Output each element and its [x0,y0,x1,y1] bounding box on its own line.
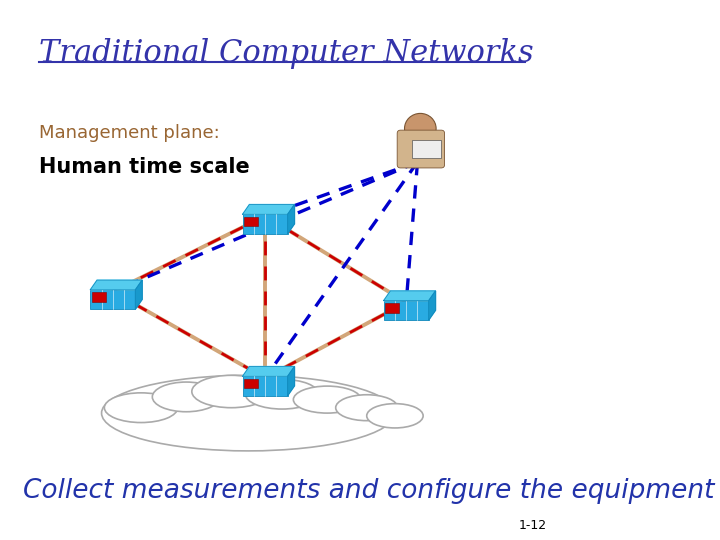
Polygon shape [135,280,142,309]
Ellipse shape [192,375,271,408]
Circle shape [405,113,436,144]
FancyBboxPatch shape [92,292,106,302]
Polygon shape [288,205,294,233]
Text: Collect measurements and configure the equipment: Collect measurements and configure the e… [22,478,714,504]
Polygon shape [429,291,436,320]
Text: Management plane:: Management plane: [40,124,220,142]
Ellipse shape [366,404,423,428]
Text: Traditional Computer Networks: Traditional Computer Networks [40,38,534,69]
Ellipse shape [153,382,220,411]
FancyBboxPatch shape [243,214,288,233]
Polygon shape [243,205,294,214]
Ellipse shape [104,393,178,422]
FancyBboxPatch shape [90,290,135,309]
Ellipse shape [336,395,397,421]
Ellipse shape [102,375,395,451]
FancyBboxPatch shape [243,376,288,395]
FancyBboxPatch shape [412,140,441,158]
Text: 1-12: 1-12 [519,519,547,532]
FancyBboxPatch shape [384,301,429,320]
Ellipse shape [293,386,361,413]
Polygon shape [90,280,142,290]
Polygon shape [384,291,436,301]
Polygon shape [288,367,294,395]
Ellipse shape [246,379,319,409]
FancyBboxPatch shape [397,130,444,168]
FancyBboxPatch shape [244,379,258,388]
FancyBboxPatch shape [385,303,399,313]
Text: Human time scale: Human time scale [40,157,251,177]
Polygon shape [243,367,294,376]
FancyBboxPatch shape [244,217,258,226]
